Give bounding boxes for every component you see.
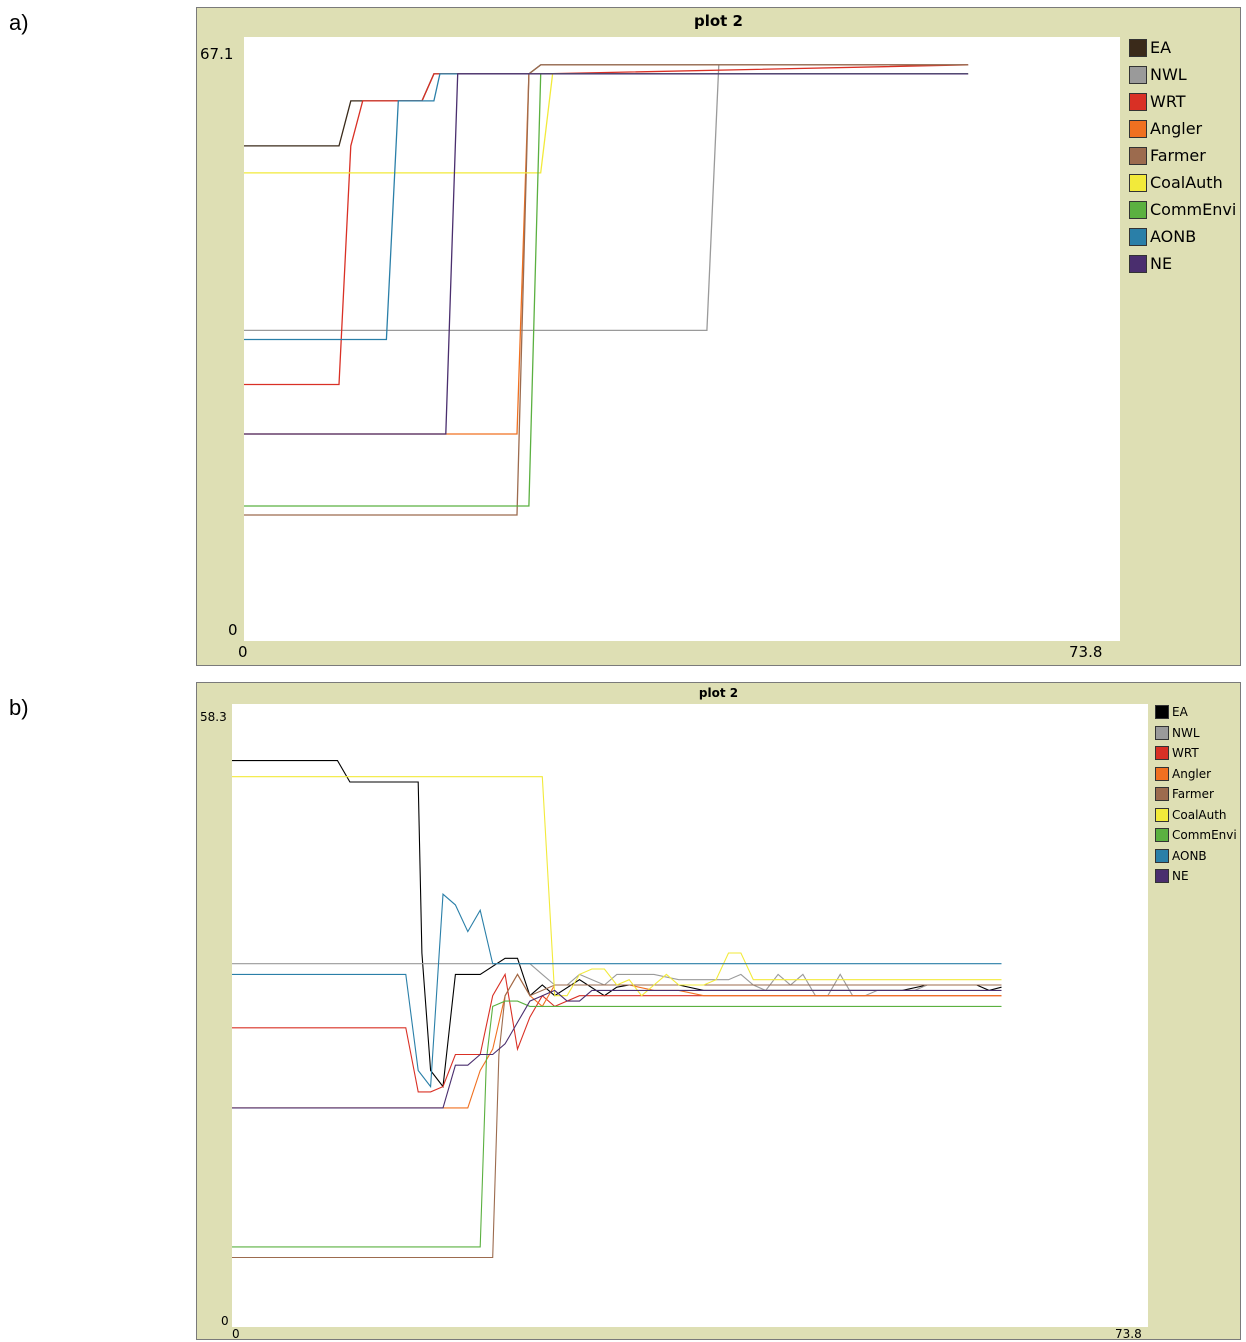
legend-item-nwl: NWL [1155, 725, 1200, 740]
legend-label-aonb: AONB [1150, 227, 1197, 246]
series-line-ea [232, 760, 1002, 1089]
series-line-coalauth [244, 73, 969, 174]
series-line-coalauth [232, 776, 1002, 997]
series-line-ne [232, 989, 1002, 1109]
plot-frame-a: plot 2 67.1 0 0 73.8 EA NWL WRT Angler Farme… [196, 7, 1241, 666]
legend-label-aonb: AONB [1172, 848, 1207, 863]
y-min-label-b: 0 [221, 1314, 229, 1328]
legend-item-ea: EA [1155, 705, 1188, 719]
legend-swatch-farmer [1129, 146, 1147, 165]
x-min-label-b: 0 [232, 1327, 240, 1341]
legend-swatch-ne [1129, 254, 1147, 273]
legend-label-angler: Angler [1172, 766, 1212, 781]
legend-item-coalauth: CoalAuth [1129, 173, 1223, 192]
legend-swatch-coalauth [1129, 173, 1147, 192]
legend-swatch-commenvi [1155, 828, 1169, 842]
legend-swatch-farmer [1155, 787, 1169, 801]
series-line-aonb [244, 73, 969, 341]
legend-label-farmer: Farmer [1172, 787, 1214, 801]
series-line-nwl [244, 64, 969, 332]
legend-label-wrt: WRT [1172, 746, 1199, 760]
legend-swatch-ea [1155, 705, 1169, 719]
series-line-wrt [232, 972, 1002, 1093]
panel-label-b: b) [9, 695, 29, 720]
legend-label-ea: EA [1150, 38, 1172, 57]
legend-swatch-nwl [1129, 65, 1147, 84]
legend-item-aonb: AONB [1129, 227, 1196, 246]
y-max-label-a: 67.1 [200, 45, 234, 63]
legend-label-nwl: NWL [1172, 725, 1200, 740]
legend-item-commenvi: CommEnvi [1155, 828, 1237, 842]
legend-item-ea: EA [1129, 38, 1171, 57]
series-line-angler [232, 973, 1002, 1109]
legend-swatch-angler [1155, 766, 1169, 781]
plot-title-a: plot 2 [693, 12, 743, 30]
legend-item-aonb: AONB [1155, 848, 1207, 863]
legend-label-nwl: NWL [1150, 65, 1187, 84]
series-line-commenvi [232, 1000, 1002, 1248]
series-line-wrt [244, 64, 969, 386]
legend-label-ea: EA [1172, 705, 1188, 719]
plot-area-a [244, 37, 1120, 641]
plot-frame-b: plot 2 58.3 0 0 73.8 EA NWL WRT Angler Farme… [196, 682, 1241, 1341]
legend-label-farmer: Farmer [1150, 146, 1206, 165]
legend-a: EA NWL WRT Angler Farmer CoalAuth CommEnvi AONB… [1129, 38, 1239, 298]
plot-area-b [232, 704, 1148, 1327]
series-line-farmer [244, 64, 969, 516]
x-max-label-b: 73.8 [1115, 1327, 1142, 1341]
legend-label-coalauth: CoalAuth [1172, 807, 1227, 822]
legend-item-farmer: Farmer [1129, 146, 1206, 165]
legend-label-ne: NE [1150, 254, 1173, 273]
legend-label-angler: Angler [1150, 119, 1203, 138]
x-max-label-a: 73.8 [1069, 643, 1103, 661]
panel-label-a: a) [9, 10, 29, 35]
legend-label-ne: NE [1172, 869, 1189, 883]
legend-item-commenvi: CommEnvi [1129, 200, 1236, 219]
series-line-aonb [232, 893, 1002, 1089]
line-chart-b [232, 760, 1002, 1259]
series-line-angler [244, 73, 969, 435]
legend-swatch-aonb [1155, 848, 1169, 863]
legend-swatch-wrt [1155, 746, 1169, 760]
legend-swatch-wrt [1129, 92, 1147, 111]
legend-b: EA NWL WRT Angler Farmer CoalAuth CommEnvi AONB… [1155, 705, 1240, 895]
legend-item-coalauth: CoalAuth [1155, 807, 1227, 822]
legend-item-angler: Angler [1129, 119, 1202, 138]
legend-item-ne: NE [1155, 869, 1189, 883]
legend-item-nwl: NWL [1129, 65, 1187, 84]
legend-swatch-nwl [1155, 725, 1169, 740]
legend-swatch-angler [1129, 119, 1147, 138]
legend-label-coalauth: CoalAuth [1150, 173, 1223, 192]
legend-label-wrt: WRT [1150, 92, 1186, 111]
legend-swatch-ne [1155, 869, 1169, 883]
legend-swatch-aonb [1129, 227, 1147, 246]
series-line-farmer [232, 973, 1002, 1259]
legend-swatch-commenvi [1129, 200, 1147, 219]
y-max-label-b: 58.3 [200, 710, 227, 724]
legend-item-wrt: WRT [1155, 746, 1199, 760]
legend-item-farmer: Farmer [1155, 787, 1214, 801]
legend-label-commenvi: CommEnvi [1150, 200, 1237, 219]
x-min-label-a: 0 [238, 643, 248, 661]
legend-label-commenvi: CommEnvi [1172, 828, 1237, 842]
legend-swatch-ea [1129, 38, 1147, 57]
line-chart-a [244, 64, 969, 516]
legend-item-ne: NE [1129, 254, 1172, 273]
series-line-ne [244, 73, 969, 435]
plot-title-b: plot 2 [698, 686, 739, 700]
legend-item-wrt: WRT [1129, 92, 1186, 111]
legend-item-angler: Angler [1155, 766, 1212, 781]
legend-swatch-coalauth [1155, 807, 1169, 822]
y-min-label-a: 0 [228, 621, 238, 639]
series-line-ea [244, 64, 969, 147]
